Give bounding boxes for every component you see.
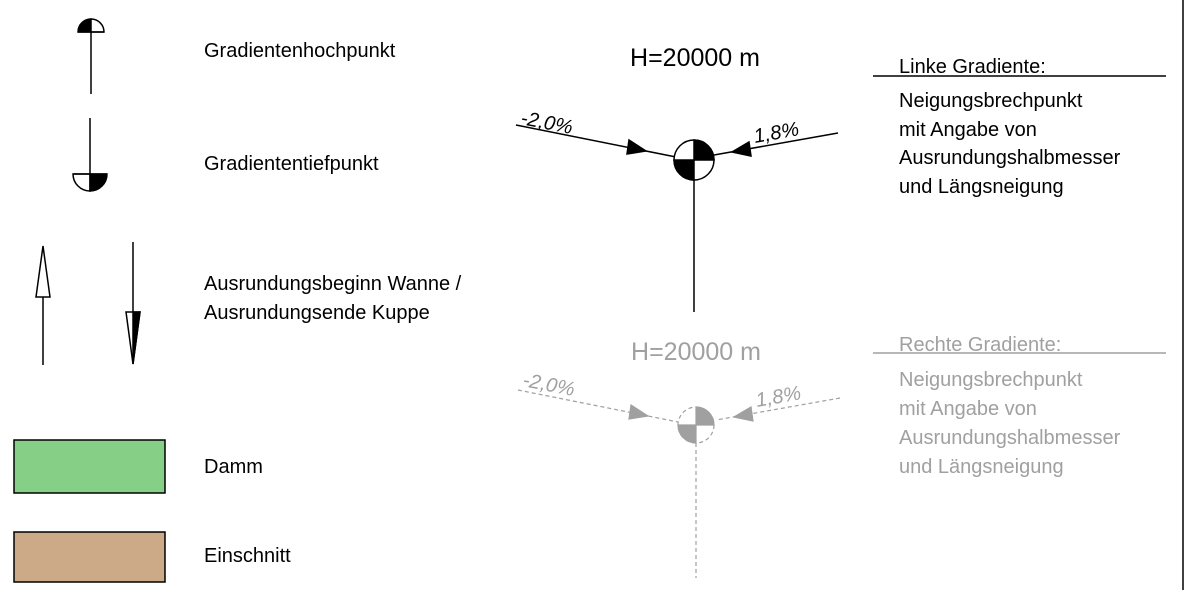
legend-label: Ausrundungsbeginn Wanne /: [204, 273, 462, 295]
description: mit Angabe von: [899, 119, 1037, 141]
description: Ausrundungshalbmesser: [899, 427, 1121, 449]
heading: Linke Gradiente:: [899, 56, 1046, 78]
arrow-symbols: [35, 242, 141, 365]
description: Ausrundungshalbmesser: [899, 147, 1121, 169]
right-grade-texts: H=20000 m -2,0% 1,8% Rechte Gradiente: N…: [521, 334, 1166, 478]
description: mit Angabe von: [899, 398, 1037, 420]
description: und Längsneigung: [899, 176, 1064, 198]
grade-label: -2,0%: [521, 369, 576, 401]
description: Neigungsbrechpunkt: [899, 90, 1083, 112]
embankment-swatch: [13, 439, 166, 494]
low-point-symbol: [72, 118, 108, 192]
elevation: H=20000 m: [631, 338, 761, 366]
cut-swatch: [13, 531, 166, 583]
elevation: H=20000 m: [630, 44, 760, 72]
description: und Längsneigung: [899, 456, 1064, 478]
legend-label: Gradiententiefpunkt: [204, 153, 379, 175]
legend-label: Einschnitt: [204, 545, 291, 567]
grade-label: 1,8%: [754, 382, 803, 412]
legend-label: Ausrundungsende Kuppe: [204, 302, 430, 324]
high-point-symbol: [77, 18, 105, 94]
left-grade-diagram: [515, 124, 839, 312]
right-grade-diagram: [517, 389, 841, 578]
description: Neigungsbrechpunkt: [899, 369, 1083, 391]
heading: Rechte Gradiente:: [899, 334, 1061, 356]
legend-label: Damm: [204, 456, 263, 478]
grade-label: -2,0%: [519, 107, 574, 139]
grade-label: 1,8%: [752, 118, 801, 148]
legend-label: Gradientenhochpunkt: [204, 40, 396, 62]
